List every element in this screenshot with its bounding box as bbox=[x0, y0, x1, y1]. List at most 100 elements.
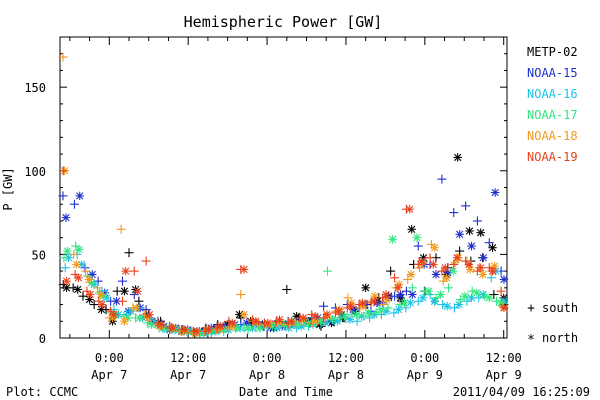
x-tick-time-label: 0:00 bbox=[95, 351, 124, 365]
point-north-noaa-19 bbox=[74, 273, 83, 282]
point-north-noaa-15 bbox=[431, 270, 441, 279]
point-south-noaa-19 bbox=[58, 166, 68, 176]
point-north-noaa-18 bbox=[84, 275, 94, 284]
point-south-metp-02 bbox=[489, 290, 499, 300]
point-north-noaa-19 bbox=[299, 313, 308, 323]
north-marker-label: north bbox=[542, 331, 578, 345]
point-north-noaa-19 bbox=[334, 307, 343, 316]
point-north-noaa-19 bbox=[228, 318, 237, 328]
point-north-metp-02 bbox=[361, 283, 370, 293]
legend-item-noaa-18: NOAA-18 bbox=[527, 129, 578, 143]
plot-frame bbox=[59, 36, 508, 339]
point-south-metp-02 bbox=[124, 248, 134, 258]
point-north-metp-02 bbox=[488, 243, 497, 252]
point-north-noaa-19 bbox=[97, 300, 107, 309]
point-north-noaa-19 bbox=[275, 315, 284, 324]
point-north-noaa-17 bbox=[135, 313, 144, 323]
legend-item-noaa-17: NOAA-17 bbox=[527, 108, 578, 122]
point-south-noaa-15 bbox=[437, 174, 447, 184]
point-north-noaa-19 bbox=[192, 327, 201, 336]
point-south-metp-02 bbox=[89, 300, 99, 310]
point-south-noaa-18 bbox=[58, 52, 68, 62]
point-south-noaa-16 bbox=[352, 316, 362, 326]
point-south-noaa-15 bbox=[472, 216, 482, 226]
point-north-metp-02 bbox=[120, 286, 129, 296]
point-north-noaa-19 bbox=[157, 320, 166, 329]
legend-item-noaa-16: NOAA-16 bbox=[527, 87, 578, 101]
point-north-noaa-18 bbox=[132, 303, 141, 313]
point-north-noaa-15 bbox=[479, 253, 488, 262]
footer-timestamp: 2011/04/09 16:25:09 bbox=[453, 385, 590, 399]
point-south-noaa-17 bbox=[383, 303, 393, 313]
point-north-noaa-19 bbox=[476, 263, 485, 272]
point-south-noaa-19 bbox=[449, 259, 459, 269]
point-north-metp-02 bbox=[476, 228, 485, 237]
point-south-noaa-18 bbox=[343, 293, 353, 303]
point-south-metp-02 bbox=[455, 246, 465, 256]
point-south-metp-02 bbox=[282, 285, 292, 295]
point-north-noaa-19 bbox=[239, 265, 249, 274]
point-north-noaa-19 bbox=[393, 283, 403, 293]
point-south-noaa-16 bbox=[60, 263, 70, 273]
legend-item-metp-02: METP-02 bbox=[527, 45, 578, 59]
point-south-noaa-17 bbox=[407, 283, 417, 293]
point-south-metp-02 bbox=[112, 286, 122, 296]
point-north-noaa-18 bbox=[442, 273, 451, 282]
point-north-noaa-15 bbox=[112, 297, 121, 306]
point-north-noaa-19 bbox=[204, 325, 213, 334]
point-north-metp-02 bbox=[453, 153, 462, 162]
x-tick-date-label: Apr 7 bbox=[91, 368, 127, 382]
x-tick-time-label: 0:00 bbox=[253, 351, 282, 365]
point-south-noaa-17 bbox=[455, 295, 465, 305]
point-north-noaa-19 bbox=[310, 312, 320, 321]
point-north-noaa-17 bbox=[364, 308, 373, 318]
point-south-noaa-16 bbox=[376, 310, 386, 320]
chart-title: Hemispheric Power [GW] bbox=[184, 13, 383, 31]
point-south-noaa-19 bbox=[425, 253, 435, 263]
point-south-noaa-17 bbox=[431, 293, 441, 303]
point-north-noaa-17 bbox=[424, 286, 433, 296]
point-south-noaa-19 bbox=[390, 273, 400, 283]
point-south-metp-02 bbox=[78, 291, 88, 301]
point-north-noaa-19 bbox=[287, 317, 296, 326]
point-north-noaa-19 bbox=[464, 260, 474, 269]
point-south-noaa-17 bbox=[59, 253, 69, 263]
point-north-noaa-18 bbox=[430, 243, 439, 252]
footer-plot-source: Plot: CCMC bbox=[6, 385, 78, 399]
point-south-noaa-19 bbox=[496, 286, 506, 296]
point-south-noaa-15 bbox=[390, 291, 400, 301]
point-south-noaa-16 bbox=[389, 308, 399, 318]
data-points bbox=[58, 52, 509, 338]
point-north-noaa-15 bbox=[455, 230, 464, 239]
point-north-noaa-17 bbox=[74, 245, 84, 254]
point-north-noaa-19 bbox=[452, 253, 462, 262]
x-axis: 0:00 Apr 7 12:00 Apr 7 0:00 Apr 8 12:00 Apr 8 0:… bbox=[69, 37, 522, 382]
point-south-noaa-18 bbox=[116, 224, 126, 234]
point-north-noaa-15 bbox=[467, 241, 476, 251]
point-south-noaa-15 bbox=[413, 241, 423, 251]
x-tick-date-label: Apr 7 bbox=[170, 368, 206, 382]
legend: METP-02 NOAA-15 NOAA-16 NOAA-17 NOAA-18 NOAA-… bbox=[527, 45, 578, 164]
point-south-metp-02 bbox=[386, 266, 396, 276]
point-north-noaa-18 bbox=[478, 270, 487, 279]
x-tick-date-label: Apr 9 bbox=[486, 368, 522, 382]
point-south-noaa-15 bbox=[461, 201, 471, 211]
legend-item-noaa-15: NOAA-15 bbox=[527, 66, 578, 80]
point-north-noaa-19 bbox=[180, 325, 190, 334]
point-north-noaa-17 bbox=[448, 266, 458, 276]
point-north-noaa-17 bbox=[485, 293, 494, 303]
point-south-noaa-15 bbox=[58, 191, 68, 201]
point-north-noaa-19 bbox=[499, 303, 509, 313]
point-north-noaa-17 bbox=[400, 298, 409, 308]
north-marker-symbol: * bbox=[527, 333, 535, 348]
point-north-noaa-16 bbox=[454, 300, 464, 309]
x-tick-date-label: Apr 9 bbox=[407, 368, 443, 382]
x-tick-time-label: 12:00 bbox=[486, 351, 522, 365]
point-south-noaa-15 bbox=[319, 301, 329, 311]
point-north-noaa-15 bbox=[396, 290, 405, 299]
x-tick-time-label: 12:00 bbox=[328, 351, 364, 365]
point-north-noaa-17 bbox=[63, 246, 72, 256]
point-north-noaa-19 bbox=[488, 266, 497, 276]
point-north-noaa-17 bbox=[340, 312, 349, 321]
point-north-noaa-19 bbox=[251, 317, 261, 326]
